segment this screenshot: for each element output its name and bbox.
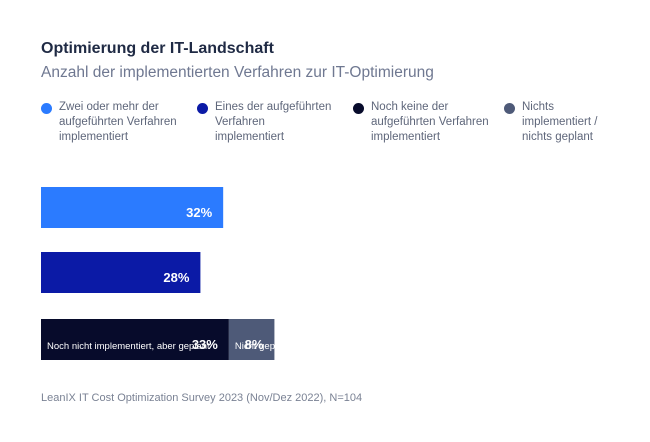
bar-2-segment-0 [41,319,229,360]
legend-item-two-or-more: Zwei oder mehr der aufgeführten Verfahre… [41,100,177,145]
source-footnote: LeanIX IT Cost Optimization Survey 2023 … [41,392,363,404]
legend-label: Zwei oder mehr der aufgeführten Verfahre… [59,101,177,143]
legend-dot-icon [41,103,52,114]
chart-title: Optimierung der IT-Landschaft [41,40,274,57]
bar-2-segment-1-value-label: 8% [245,337,264,352]
legend-item-nothing-planned: Nichts implementiert / nichts geplant [504,100,597,145]
bar-2-segment-1-category-label: Nicht geplant [235,341,291,352]
chart-subtitle: Anzahl der implementierten Verfahren zur… [41,64,434,81]
legend-label: Noch keine der aufgeführten Verfahren im… [371,101,489,143]
legend-dot-icon [197,103,208,114]
legend-label: Eines der aufgeführten Verfahren impleme… [215,101,332,143]
bar-1-segment-0 [41,252,201,293]
legend-label: Nichts implementiert / nichts geplant [522,101,598,143]
bar-2-segment-0-value-label: 33% [192,337,218,352]
bar-2-segment-1 [228,319,275,360]
legend-item-none-yet: Noch keine der aufgeführten Verfahren im… [353,100,489,145]
legend-dot-icon [353,103,364,114]
bar-1-segment-0-value-label: 28% [163,270,189,285]
legend-dot-icon [504,103,515,114]
bar-0-segment-0-value-label: 32% [186,205,212,220]
bar-2-segment-0-category-label: Noch nicht implementiert, aber geplant [47,341,210,352]
bar-0-segment-0 [41,187,224,228]
legend-item-one: Eines der aufgeführten Verfahren impleme… [197,100,331,145]
